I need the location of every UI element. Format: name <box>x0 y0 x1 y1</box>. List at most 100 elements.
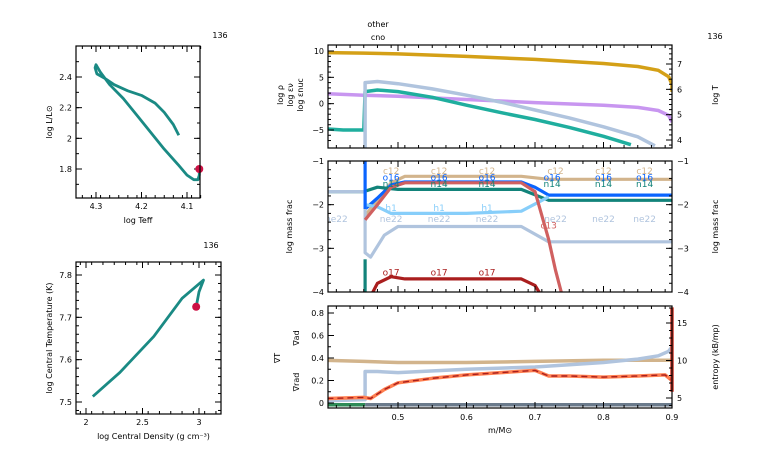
y-axis-label: log Central Temperature (K) <box>45 282 54 393</box>
x-axis-label: m/M⊙ <box>488 426 512 435</box>
y-right-tick-label: −4 <box>677 288 689 297</box>
annotation-cno: cno <box>371 33 385 42</box>
species-label-ne22: ne22 <box>380 215 403 225</box>
x-tick-label: 2.5 <box>136 418 149 427</box>
y-tick-label: 7.7 <box>59 313 72 322</box>
y-right-tick-label: 6 <box>677 85 682 94</box>
species-label-o16: o16 <box>636 174 653 184</box>
y-right-label: log T <box>711 85 720 105</box>
species-label-o16: o16 <box>479 174 496 184</box>
species-label-n14: n14 <box>478 180 495 190</box>
y-left-tick-label: 0.6 <box>311 332 324 341</box>
species-label-n14: n14 <box>431 180 448 190</box>
annotation-other: other <box>367 20 389 29</box>
y-tick-label: 2 <box>67 134 72 143</box>
y-right-tick-label: −2 <box>677 201 689 210</box>
species-label-n14: n14 <box>383 180 400 190</box>
hr-diagram-panel: 4.3 4.2 4.1 1.8 2 2.2 2.4 log Teff log L/L⊙ 136 <box>45 31 228 225</box>
y-left-label: ∇ad <box>292 330 301 346</box>
species-label-ne22: ne22 <box>428 215 451 225</box>
y-left-tick-label: 5 <box>319 73 324 82</box>
x-tick-label: 0.7 <box>529 413 542 422</box>
x-axis-label: log Central Density (g cm⁻³) <box>97 432 210 441</box>
y-tick-label: 2.2 <box>59 104 72 113</box>
species-label-ne22: ne22 <box>633 215 656 225</box>
y-left-tick-label: 0.8 <box>311 309 324 318</box>
species-label-ne22: ne22 <box>544 215 567 225</box>
species-label-o16: o16 <box>431 174 448 184</box>
species-label-c12: c12 <box>431 167 447 177</box>
y-right-tick-label: −3 <box>677 244 689 253</box>
current-model-marker <box>192 302 201 311</box>
y-tick-label: 2.4 <box>59 73 72 82</box>
abundance-line-c13 <box>363 181 563 292</box>
y-left-label: log mass frac <box>285 200 294 254</box>
y-left-tick-label: −1 <box>312 157 324 166</box>
x-tick-label: 0.9 <box>666 413 679 422</box>
y-left-label: log εnuc <box>296 78 305 112</box>
y-left-label: ∇T <box>273 353 282 364</box>
y-right-tick-label: 5 <box>677 111 682 120</box>
profile-gradient-panel: 0 0.2 0.4 0.6 0.8 5 10 15 0.5 0.6 0.7 0.8 0.9 m/M⊙ ∇ad… <box>273 305 720 435</box>
species-label-c13: c13 <box>540 222 556 232</box>
y-tick-label: 7.8 <box>59 271 72 280</box>
species-label-c12: c12 <box>636 167 652 177</box>
series-line-log-T <box>328 50 672 92</box>
plot-frame <box>327 160 673 293</box>
species-label-c12: c12 <box>479 167 495 177</box>
gradient-line-entropy <box>328 345 674 403</box>
model-number-label: 136 <box>212 31 227 40</box>
y-right-label: entropy (kB/mp) <box>711 324 720 389</box>
species-label-o17: o17 <box>383 268 400 278</box>
species-label-n14: n14 <box>595 180 612 190</box>
species-label-o16: o16 <box>544 174 561 184</box>
y-right-tick-label: −1 <box>677 157 689 166</box>
species-label-c12: c12 <box>547 167 563 177</box>
y-right-tick-label: 5 <box>677 394 682 403</box>
plot-frame <box>75 261 222 415</box>
y-axis-label: log L/L⊙ <box>45 105 54 138</box>
hr-track-line <box>93 63 201 182</box>
y-left-tick-label: 0.4 <box>311 354 324 363</box>
y-tick-label: 7.6 <box>59 356 72 365</box>
model-number-label: 136 <box>707 32 722 41</box>
plot-frame <box>75 45 201 199</box>
series-line-log-eps_nuc <box>363 79 656 148</box>
y-left-tick-label: −4 <box>312 288 324 297</box>
species-label-h1: h1 <box>481 204 492 214</box>
species-label-o17: o17 <box>479 268 496 278</box>
y-right-tick-label: 4 <box>677 136 682 145</box>
x-tick-label: 0.5 <box>392 413 405 422</box>
gradient-line-grad_rad <box>328 368 674 401</box>
y-left-tick-label: −5 <box>312 126 324 135</box>
x-tick-label: 4.3 <box>90 202 103 211</box>
species-label-c12: c12 <box>595 167 611 177</box>
species-label-h1: h1 <box>385 204 396 214</box>
y-right-label: log mass frac <box>711 200 720 254</box>
current-model-marker <box>195 165 204 173</box>
y-left-label: log εν <box>286 83 295 107</box>
profile-top-panel: −5 0 5 10 4 5 6 7 log ρ log εν log εnuc log T other c… <box>276 20 723 149</box>
profile-top-lines <box>328 50 672 148</box>
y-right-tick-label: 15 <box>677 319 687 328</box>
species-label-c12: c12 <box>383 167 399 177</box>
abundance-line-o17 <box>371 275 541 292</box>
x-axis-label: log Teff <box>124 216 153 225</box>
species-label-o17: o17 <box>431 268 448 278</box>
gradient-line-grad_T <box>328 369 673 400</box>
y-left-tick-label: −3 <box>312 244 324 253</box>
abundance-line-ne22 <box>328 190 672 259</box>
plot-frame <box>327 305 673 409</box>
series-line-log-rho <box>328 91 672 123</box>
species-label-n14: n14 <box>544 180 561 190</box>
abundance-line-o16 <box>364 180 672 211</box>
central-conditions-panel: 2 2.5 3 7.5 7.6 7.7 7.8 log Central Density (g … <box>45 241 222 441</box>
x-tick-label: 0.8 <box>597 413 610 422</box>
model-number-label: 136 <box>203 241 218 250</box>
species-label-ne22: ne22 <box>592 215 615 225</box>
y-right-tick-label: 7 <box>677 60 682 69</box>
species-label-o16: o16 <box>595 174 612 184</box>
